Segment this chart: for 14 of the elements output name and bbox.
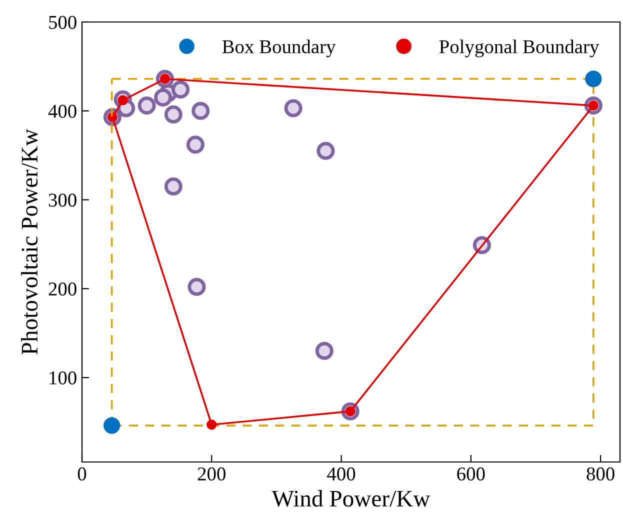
y-tick-label: 500 [49,16,76,29]
y-tick-label: 100 [50,371,76,384]
x-tick-label: 0 [78,467,86,481]
y-tick-label: 300 [48,194,76,207]
x-tick-label: 200 [198,467,226,481]
y-tick-label: 400 [48,104,76,118]
x-tick-label: 800 [586,467,614,481]
legend-label: Polygonal Boundary [439,40,600,58]
legend-label: Box Boundary [222,40,336,58]
x-tick-label: 600 [457,467,485,481]
x-axis-title: Wind Power/Kw [272,490,430,507]
x-tick-label: 400 [327,467,356,481]
y-tick-label: 200 [48,282,76,296]
y-axis-title: Photovoltaic Power/Kw [21,128,38,354]
